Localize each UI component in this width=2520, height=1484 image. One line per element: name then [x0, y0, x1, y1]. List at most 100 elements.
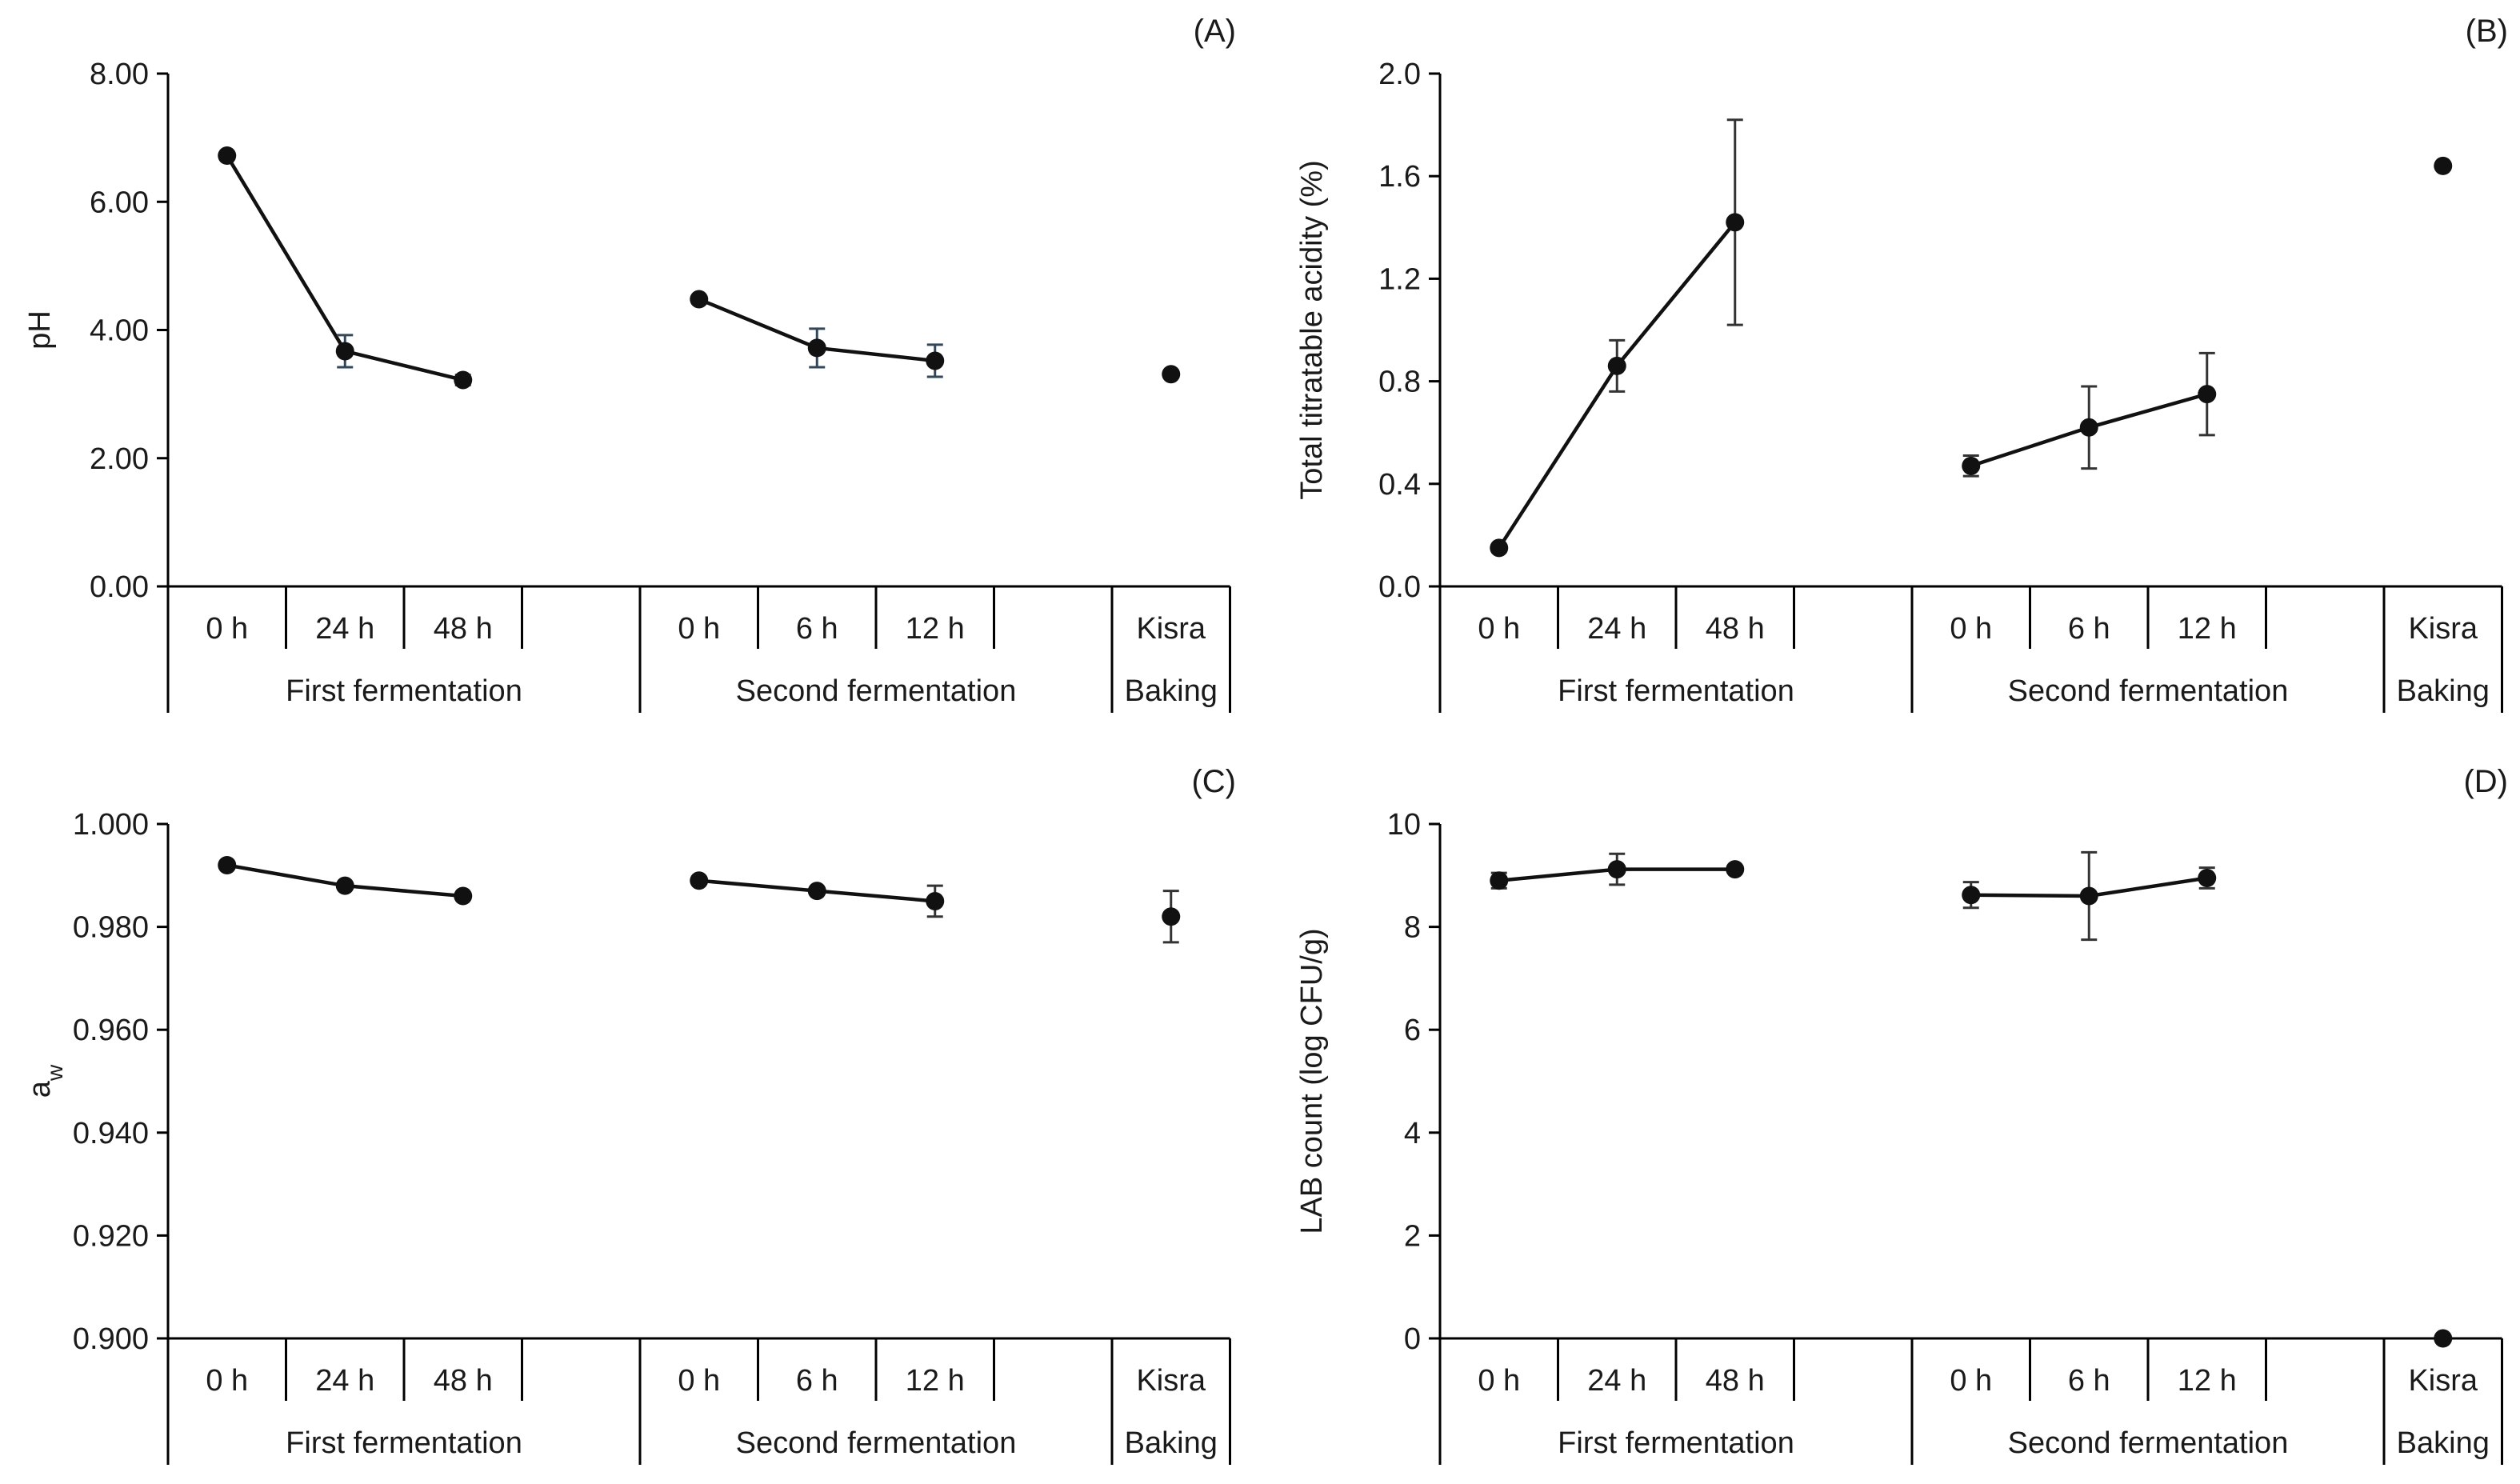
y-tick-label: 0 — [1404, 1322, 1421, 1356]
x-category-label: 6 h — [2068, 612, 2110, 646]
data-point — [926, 351, 945, 370]
y-tick-label: 0.4 — [1378, 468, 1421, 502]
y-tick-label: 8.00 — [90, 58, 149, 91]
y-axis-label: Total titratable acidity (%) — [1295, 160, 1329, 500]
x-category-label: 0 h — [1478, 1364, 1520, 1398]
data-point — [2079, 418, 2098, 437]
y-axis-label-text: pH — [23, 310, 57, 350]
data-point — [690, 871, 709, 890]
x-category-label: Kisra — [1136, 1364, 1206, 1398]
y-axis-label: pH — [23, 310, 57, 350]
data-point — [1607, 356, 1626, 375]
x-group-label: First fermentation — [1558, 674, 1794, 708]
x-group-label: First fermentation — [286, 674, 522, 708]
x-group-label: Second fermentation — [736, 1426, 1017, 1460]
x-category-label: 12 h — [906, 1364, 965, 1398]
data-point — [926, 891, 945, 910]
x-category-label: Kisra — [2408, 1364, 2478, 1398]
x-category-label: 0 h — [206, 612, 248, 646]
chart-panel-d: 0 2 4 6 8 10 0 h 24 h 48 h 0 h 6 h 12 h Kisra First f… — [1295, 764, 2508, 1465]
y-tick-label: 2.0 — [1378, 58, 1421, 91]
x-group-label: First fermentation — [286, 1426, 522, 1460]
x-category-label: 48 h — [1706, 1364, 1765, 1398]
data-point — [1962, 886, 1981, 905]
y-tick-label: 1.6 — [1378, 160, 1421, 194]
y-axis-label: LAB count (log CFU/g) — [1295, 928, 1329, 1234]
x-category-label: 48 h — [434, 1364, 493, 1398]
y-tick-label: 2.00 — [90, 442, 149, 476]
panel-label: (B) — [2466, 14, 2508, 49]
x-category-label: 0 h — [1950, 1364, 1992, 1398]
data-point — [454, 886, 473, 906]
x-category-label: 12 h — [2178, 612, 2237, 646]
data-point — [690, 290, 709, 309]
y-tick-label: 0.960 — [73, 1014, 149, 1047]
y-tick-label: 0.8 — [1378, 366, 1421, 399]
y-axis-label-subscript: w — [42, 1064, 67, 1082]
x-category-label: 24 h — [1587, 612, 1646, 646]
y-tick-label: 0.00 — [90, 570, 149, 604]
panel-label: (A) — [1194, 14, 1236, 49]
x-category-label: 24 h — [315, 1364, 374, 1398]
chart-panel-b: 0.0 0.4 0.8 1.2 1.6 2.0 0 h 24 h 48 h 0 h 6 h 12 h K… — [1295, 14, 2508, 713]
y-axis-label: aw — [23, 1064, 67, 1098]
y-axis-label-text: LAB count (log CFU/g) — [1295, 928, 1329, 1234]
y-tick-label: 2 — [1404, 1219, 1421, 1253]
data-point — [1962, 456, 1981, 475]
data-point — [1162, 365, 1181, 384]
data-point — [2434, 1329, 2453, 1348]
x-category-label: 0 h — [678, 612, 720, 646]
data-point — [2198, 869, 2217, 888]
y-axis-label-text: Total titratable acidity (%) — [1295, 160, 1329, 500]
x-group-label: Second fermentation — [2008, 674, 2289, 708]
x-category-label: 12 h — [906, 612, 965, 646]
x-category-label: 6 h — [796, 612, 838, 646]
y-tick-label: 0.900 — [73, 1322, 149, 1356]
y-tick-label: 6 — [1404, 1014, 1421, 1047]
x-category-label: 6 h — [2068, 1364, 2110, 1398]
data-point — [218, 855, 237, 874]
x-category-label: 12 h — [2178, 1364, 2237, 1398]
y-axis-label-text: a — [23, 1080, 57, 1098]
x-category-label: 48 h — [1706, 612, 1765, 646]
y-tick-label: 0.920 — [73, 1219, 149, 1253]
y-tick-label: 4 — [1404, 1117, 1421, 1150]
data-point — [1490, 871, 1509, 890]
y-tick-label: 0.980 — [73, 911, 149, 945]
x-group-label: Second fermentation — [736, 674, 1017, 708]
data-point — [807, 882, 826, 901]
data-point — [2198, 385, 2217, 404]
x-category-label: Kisra — [2408, 612, 2478, 646]
chart-panel-a: 0.00 2.00 4.00 6.00 8.00 0 h 24 h 48 h 0 h 6 h 12 … — [23, 14, 1236, 713]
x-category-label: 0 h — [1950, 612, 1992, 646]
data-point — [454, 370, 473, 390]
data-point — [1726, 860, 1745, 879]
x-category-label: Kisra — [1136, 612, 1206, 646]
panel-label: (D) — [2463, 764, 2508, 799]
y-tick-label: 1.000 — [73, 808, 149, 842]
chart-panel-c: 0.900 0.920 0.940 0.960 0.980 1.000 0 h 24 h 48 … — [23, 764, 1236, 1465]
data-point — [1162, 907, 1181, 926]
x-category-label: 0 h — [206, 1364, 248, 1398]
y-tick-label: 0.0 — [1378, 570, 1421, 604]
x-category-label: 6 h — [796, 1364, 838, 1398]
x-group-label: Baking — [2397, 1426, 2490, 1460]
y-tick-label: 8 — [1404, 911, 1421, 945]
x-category-label: 48 h — [434, 612, 493, 646]
data-point — [1607, 860, 1626, 879]
x-group-label: First fermentation — [1558, 1426, 1794, 1460]
data-point — [1490, 538, 1509, 558]
x-category-label: 0 h — [1478, 612, 1520, 646]
x-group-label: Baking — [2397, 674, 2490, 708]
y-tick-label: 1.2 — [1378, 262, 1421, 296]
data-point — [335, 342, 354, 361]
x-category-label: 24 h — [315, 612, 374, 646]
data-point — [335, 876, 354, 895]
data-point — [218, 146, 237, 166]
x-category-label: 24 h — [1587, 1364, 1646, 1398]
y-tick-label: 6.00 — [90, 186, 149, 219]
data-point — [2434, 156, 2453, 175]
x-group-label: Baking — [1125, 674, 1218, 708]
x-group-label: Baking — [1125, 1426, 1218, 1460]
